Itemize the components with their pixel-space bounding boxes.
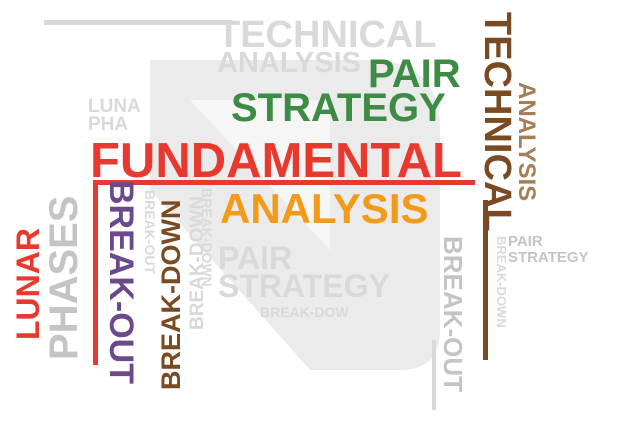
pha-word: PHA (88, 114, 129, 135)
strategy-green-word: STRATEGY (231, 86, 446, 130)
analysis-top-word: ANALYSIS (217, 47, 361, 79)
pair-right-word: PAIR (508, 233, 543, 250)
fundamental-rule (93, 180, 475, 185)
technical-vertical-rule (483, 200, 488, 360)
fundamental-vertical-rule (93, 180, 98, 365)
break-down-gray-small-word: BREAK-DOWN (199, 188, 215, 287)
logo-arrow-shape (150, 60, 440, 370)
technical-vertical-word: TECHNICAL (476, 12, 518, 232)
lunar-word: LUNAR (10, 228, 46, 340)
strategy-gray-word: STRATEGY (218, 268, 390, 304)
analysis-vertical-word: ANALYSIS (513, 82, 540, 202)
strategy-right-word: STRATEGY (508, 249, 589, 266)
pair-gray-word: PAIR (218, 240, 293, 276)
technical-top-word: TECHNICAL (217, 14, 437, 56)
break-out-gray-right-word: BREAK-OUT (438, 236, 468, 392)
pair-green-word: PAIR (368, 52, 461, 96)
top-gray-rule (44, 20, 232, 25)
logo-arrow-notch (190, 100, 330, 250)
break-down-gray-right-word: BREAK-DOWN (494, 236, 509, 328)
break-down-brown-word: BREAK-DOWN (156, 199, 186, 390)
fundamental-word: FUNDAMENTAL (90, 134, 462, 188)
break-dow-gray-word: BREAK-DOW (260, 304, 349, 320)
break-out-gray-small-word: BREAK-OUT (142, 190, 158, 274)
analysis-orange-word: ANALYSIS (220, 185, 429, 232)
phases-word: PHASES (42, 195, 86, 361)
break-out-gray-right-rule (432, 340, 436, 410)
break-out-purple-word: BREAK-OUT (102, 180, 140, 384)
luna-word: LUNA (88, 96, 141, 117)
